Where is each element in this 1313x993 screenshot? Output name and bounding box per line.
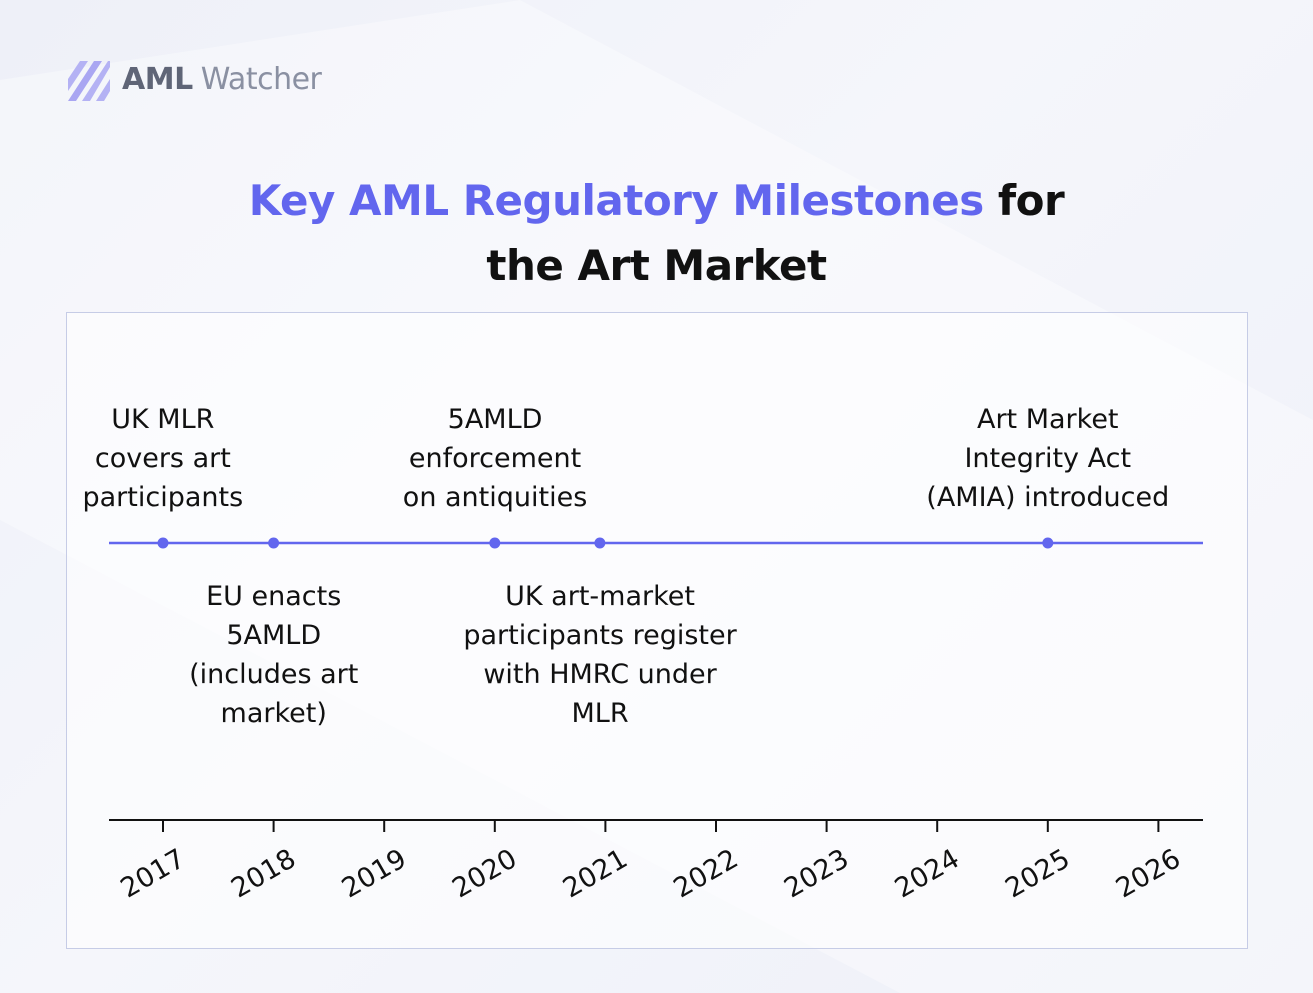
axis-tick-label-2025: 2025 (1000, 843, 1075, 904)
brand-watcher: Watcher (200, 61, 322, 97)
event-dot-1 (157, 537, 169, 549)
event-label-line: EU enacts (206, 581, 342, 612)
event-label-line: participants (82, 482, 244, 513)
event-label-line: (includes art (189, 659, 359, 690)
axis-ticks: 2017 2018 2019 2020 2021 2022 2023 2024 2025 2026 (115, 820, 1186, 904)
event-label-line: UK MLR (111, 404, 215, 435)
event-label-line: 5AMLD (226, 620, 322, 651)
event-label-line: Art Market (976, 404, 1119, 435)
event-label-1: UK MLR covers art participants (83, 400, 244, 517)
axis-tick-label-2019: 2019 (337, 843, 412, 904)
axis-tick-label-2023: 2023 (779, 843, 854, 904)
event-label-2: EU enacts 5AMLD (includes art market) (189, 577, 358, 733)
title-accent: Key AML Regulatory Milestones (248, 176, 985, 225)
event-label-line: market) (220, 698, 327, 729)
event-dots (157, 537, 1054, 549)
event-label-line: Integrity Act (964, 443, 1132, 474)
event-label-line: participants register (463, 620, 737, 651)
axis-tick-label-2017: 2017 (115, 843, 190, 904)
event-label-4: UK art-market participants register with H… (463, 577, 736, 733)
title-line-2: the Art Market (486, 241, 827, 290)
event-label-5: Art Market Integrity Act (AMIA) introduced (926, 400, 1169, 517)
page-title: Key AML Regulatory Milestones for the Ar… (0, 168, 1313, 298)
event-label-line: on antiquities (402, 482, 588, 513)
title-line-1: Key AML Regulatory Milestones for (0, 168, 1313, 233)
brand-name: AML Watcher (122, 61, 322, 97)
event-label-line: UK art-market (505, 581, 695, 612)
event-label-line: MLR (571, 698, 629, 729)
event-label-line: (AMIA) introduced (926, 482, 1170, 513)
timeline-panel (66, 312, 1248, 949)
event-dot-2 (268, 537, 280, 549)
event-label-line: 5AMLD (447, 404, 543, 435)
logo-stripes-icon (68, 61, 110, 101)
title-tail: for (997, 176, 1065, 225)
axis-tick-label-2018: 2018 (226, 843, 301, 904)
axis-tick-label-2024: 2024 (890, 843, 965, 904)
event-label-line: covers art (94, 443, 231, 474)
event-dot-3 (489, 537, 501, 549)
event-label-line: with HMRC under (483, 659, 717, 690)
event-label-line: enforcement (408, 443, 582, 474)
axis-tick-label-2026: 2026 (1111, 843, 1186, 904)
axis-tick-label-2022: 2022 (668, 843, 743, 904)
brand-aml: AML (122, 61, 193, 97)
axis-tick-label-2021: 2021 (558, 843, 633, 904)
event-label-3: 5AMLD enforcement on antiquities (403, 400, 587, 517)
event-dot-5 (1042, 537, 1054, 549)
event-dot-4 (594, 537, 606, 549)
brand-logo: AML Watcher (66, 57, 322, 101)
axis-tick-label-2020: 2020 (447, 843, 522, 904)
